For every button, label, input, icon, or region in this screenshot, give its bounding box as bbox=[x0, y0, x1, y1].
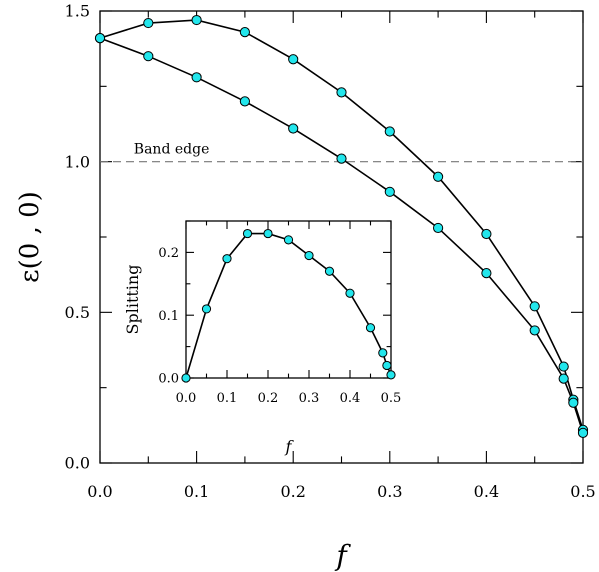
inset-y-tick-label: 0.1 bbox=[158, 309, 179, 324]
series-1-point bbox=[143, 17, 154, 29]
series-2-point bbox=[481, 268, 492, 279]
inset-series-1-point bbox=[386, 370, 396, 380]
inset-y-tick-label: 0.0 bbox=[158, 372, 179, 387]
series-1-point bbox=[384, 126, 395, 137]
series-1-point bbox=[558, 361, 569, 372]
series-2-point bbox=[191, 72, 202, 83]
series-2-point bbox=[433, 222, 444, 234]
series-2-point bbox=[529, 325, 540, 336]
inset-x-tick-label: 0.5 bbox=[381, 391, 402, 406]
y-tick-label: 1.0 bbox=[65, 152, 90, 171]
inset-y-axis-label: Splitting bbox=[123, 265, 142, 335]
inset-series-1-point bbox=[382, 360, 392, 371]
inset-series-1-point bbox=[181, 373, 191, 383]
inset-series-1-point bbox=[201, 304, 212, 314]
inset-series-1-point bbox=[378, 348, 388, 358]
inset-x-tick-label: 0.2 bbox=[258, 391, 279, 406]
series-2-point bbox=[568, 397, 579, 408]
inset-series-1-point bbox=[242, 228, 253, 239]
inset-series-1-point bbox=[365, 323, 376, 333]
inset-y-tick-label: 0.2 bbox=[158, 246, 179, 261]
inset-x-axis-label: f bbox=[285, 437, 295, 456]
inset-plot-background bbox=[186, 221, 391, 378]
inset-series-1-point bbox=[304, 250, 314, 261]
inset-plot: 0.0 0.1 0.2 0.3 0.4 0.5 0.0 0.1 0.2 f Splitting bbox=[123, 220, 402, 456]
series-2-point bbox=[239, 96, 250, 107]
inset-series-1-point bbox=[263, 228, 273, 239]
inset-x-tick-label: 0.0 bbox=[176, 391, 197, 406]
inset-series-1-point bbox=[345, 288, 355, 298]
inset-series-1-point bbox=[324, 266, 335, 276]
series-2-point bbox=[384, 186, 395, 197]
series-2-point bbox=[94, 33, 106, 44]
x-tick-label: 0.3 bbox=[377, 482, 402, 501]
x-tick-label: 0.0 bbox=[87, 482, 112, 501]
series-1-point bbox=[481, 228, 492, 240]
series-1-point bbox=[433, 171, 444, 182]
series-2-point bbox=[336, 153, 347, 164]
series-1-point bbox=[529, 301, 540, 312]
x-tick-label: 0.2 bbox=[280, 482, 305, 501]
x-tick-label: 0.4 bbox=[474, 482, 499, 501]
inset-series-1-point bbox=[283, 235, 294, 245]
series-2-point bbox=[558, 373, 569, 384]
x-axis-label: f bbox=[334, 539, 351, 572]
band-edge-label: Band edge bbox=[134, 142, 210, 158]
inset-x-tick-label: 0.3 bbox=[299, 391, 320, 406]
inset-series-1-point bbox=[222, 254, 232, 264]
inset-x-tick-label: 0.4 bbox=[340, 391, 361, 406]
y-axis-label: ε(0 , 0) bbox=[15, 191, 45, 283]
series-2-point bbox=[288, 123, 299, 134]
series-2-point bbox=[143, 51, 154, 62]
series-2-point bbox=[577, 427, 589, 438]
series-1-point bbox=[288, 54, 299, 65]
x-tick-label: 0.1 bbox=[184, 482, 209, 501]
inset-x-tick-label: 0.1 bbox=[217, 391, 238, 406]
y-tick-label: 0.5 bbox=[65, 303, 90, 322]
series-1-point bbox=[191, 14, 202, 26]
x-tick-label: 0.5 bbox=[570, 482, 595, 501]
y-tick-label: 1.5 bbox=[65, 2, 90, 21]
series-1-point bbox=[336, 87, 347, 98]
y-tick-label: 0.0 bbox=[65, 454, 90, 473]
series-1-point bbox=[239, 26, 250, 38]
